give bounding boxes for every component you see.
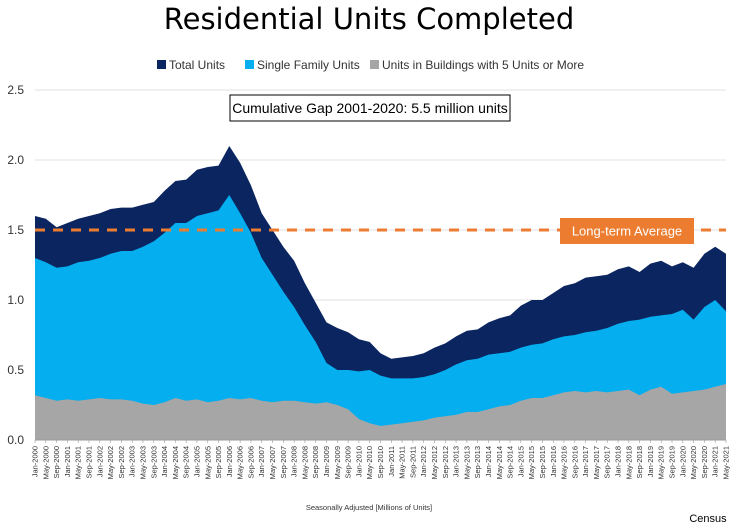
legend-swatch-total bbox=[157, 60, 166, 69]
x-tick-label: May-2012 bbox=[430, 446, 439, 479]
x-axis-label: Seasonally Adjusted [Millions of Units] bbox=[306, 503, 432, 512]
y-tick-label: 0.5 bbox=[7, 363, 24, 377]
chart-legend: Total Units Single Family Units Units in B… bbox=[157, 58, 584, 72]
x-tick-label: Sep-2008 bbox=[311, 446, 320, 479]
x-tick-label: May-2002 bbox=[106, 446, 115, 479]
x-tick-label: Sep-2017 bbox=[603, 446, 612, 479]
cumulative-gap-annotation: Cumulative Gap 2001-2020: 5.5 million un… bbox=[229, 94, 511, 122]
long-term-average-label: Long-term Average bbox=[560, 218, 694, 244]
source-label: Census bbox=[689, 513, 727, 525]
x-tick-label: Sep-2019 bbox=[668, 446, 677, 479]
x-tick-label: Jan-2009 bbox=[322, 446, 331, 477]
legend-swatch-single-family bbox=[245, 60, 254, 69]
x-tick-label: Jan-2020 bbox=[678, 446, 687, 477]
x-tick-label: May-2015 bbox=[527, 446, 536, 479]
x-tick-label: Sep-2002 bbox=[117, 446, 126, 479]
y-tick-label: 0.0 bbox=[7, 433, 24, 447]
x-tick-label: Sep-2020 bbox=[700, 446, 709, 479]
x-tick-label: Jan-2013 bbox=[452, 446, 461, 477]
x-tick-label: May-2009 bbox=[333, 446, 342, 479]
cumulative-gap-box bbox=[229, 94, 511, 122]
x-tick-label: Sep-2004 bbox=[182, 446, 191, 479]
x-tick-label: Jan-2010 bbox=[354, 446, 363, 477]
x-tick-label: Jan-2017 bbox=[581, 446, 590, 477]
x-tick-label: Jan-2004 bbox=[160, 446, 169, 477]
x-tick-label: May-2001 bbox=[74, 446, 83, 479]
x-tick-label: May-2007 bbox=[268, 446, 277, 479]
long-term-average-box bbox=[560, 218, 694, 244]
x-tick-label: May-2013 bbox=[462, 446, 471, 479]
x-tick-label: Jan-2002 bbox=[95, 446, 104, 477]
x-tick-label: Jan-2016 bbox=[549, 446, 558, 477]
x-tick-label: Jan-2018 bbox=[614, 446, 623, 477]
x-tick-label: May-2000 bbox=[41, 446, 50, 479]
x-tick-label: Jan-2015 bbox=[516, 446, 525, 477]
x-tick-label: May-2017 bbox=[592, 446, 601, 479]
x-tick-label: Sep-2000 bbox=[52, 446, 61, 479]
area-five-plus bbox=[35, 384, 726, 440]
x-tick-label: Jan-2008 bbox=[290, 446, 299, 477]
x-tick-label: May-2008 bbox=[300, 446, 309, 479]
x-tick-label: Sep-2001 bbox=[84, 446, 93, 479]
x-tick-label: May-2004 bbox=[171, 446, 180, 479]
x-tick-label: Jan-2001 bbox=[63, 446, 72, 477]
x-tick-label: Sep-2014 bbox=[506, 446, 515, 479]
legend-label-single-family: Single Family Units bbox=[257, 58, 360, 72]
area-series bbox=[35, 146, 726, 440]
x-tick-label: Jan-2000 bbox=[31, 446, 40, 477]
legend-swatch-five-plus bbox=[370, 60, 379, 69]
x-tick-label: May-2021 bbox=[722, 446, 731, 479]
y-axis-ticks: 0.0 0.5 1.0 1.5 2.0 2.5 bbox=[7, 83, 24, 447]
x-tick-label: May-2005 bbox=[203, 446, 212, 479]
x-tick-label: Sep-2011 bbox=[408, 446, 417, 478]
long-term-average-text: Long-term Average bbox=[572, 224, 682, 239]
x-tick-label: Sep-2009 bbox=[344, 446, 353, 479]
x-tick-label: Jan-2021 bbox=[711, 446, 720, 477]
x-tick-label: Jan-2011 bbox=[387, 446, 396, 477]
y-tick-label: 2.0 bbox=[7, 153, 24, 167]
y-tick-label: 1.5 bbox=[7, 223, 24, 237]
chart-title: Residential Units Completed bbox=[164, 2, 575, 36]
x-tick-label: May-2003 bbox=[138, 446, 147, 479]
x-tick-label: May-2016 bbox=[560, 446, 569, 479]
x-tick-label: May-2018 bbox=[624, 446, 633, 479]
x-tick-label: May-2006 bbox=[236, 446, 245, 479]
x-tick-label: Sep-2016 bbox=[570, 446, 579, 479]
x-tick-label: May-2010 bbox=[365, 446, 374, 479]
x-tick-label: Sep-2005 bbox=[214, 446, 223, 479]
x-tick-label: Sep-2012 bbox=[441, 446, 450, 479]
legend-label-five-plus: Units in Buildings with 5 Units or More bbox=[382, 58, 584, 72]
area-single-family bbox=[35, 195, 726, 440]
legend-label-total: Total Units bbox=[169, 58, 225, 72]
x-tick-label: Sep-2007 bbox=[279, 446, 288, 479]
y-tick-label: 2.5 bbox=[7, 83, 24, 97]
cumulative-gap-text: Cumulative Gap 2001-2020: 5.5 million un… bbox=[232, 100, 508, 116]
x-tick-label: Jan-2006 bbox=[225, 446, 234, 477]
x-tick-label: Jan-2007 bbox=[257, 446, 266, 477]
x-tick-label: Sep-2015 bbox=[538, 446, 547, 479]
x-tick-label: Jan-2003 bbox=[128, 446, 137, 477]
x-tick-label: Sep-2013 bbox=[473, 446, 482, 479]
x-tick-label: May-2014 bbox=[495, 446, 504, 479]
x-tick-label: Jan-2019 bbox=[646, 446, 655, 477]
x-tick-label: Jan-2012 bbox=[419, 446, 428, 477]
x-tick-label: Sep-2003 bbox=[149, 446, 158, 479]
y-tick-label: 1.0 bbox=[7, 293, 24, 307]
x-tick-label: Sep-2010 bbox=[376, 446, 385, 479]
x-tick-label: May-2011 bbox=[398, 446, 407, 479]
x-tick-label: Jan-2005 bbox=[192, 446, 201, 477]
x-tick-label: Sep-2006 bbox=[246, 446, 255, 479]
x-tick-label: May-2020 bbox=[689, 446, 698, 479]
x-tick-label: Sep-2018 bbox=[635, 446, 644, 479]
x-axis-ticks: Jan-2000 May-2000 Sep-2000 Jan-2001 May-2001… bbox=[31, 440, 731, 479]
x-tick-label: Jan-2014 bbox=[484, 446, 493, 477]
x-tick-label: May-2019 bbox=[657, 446, 666, 479]
